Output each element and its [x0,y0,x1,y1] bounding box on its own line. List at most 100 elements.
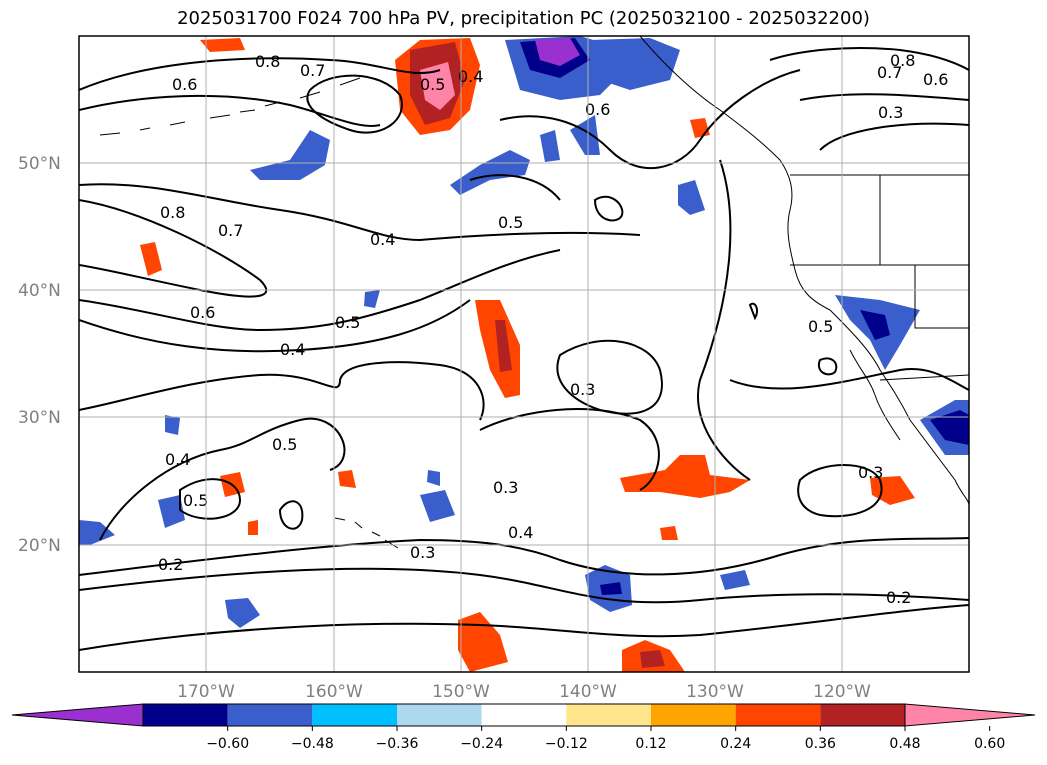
lon-label-130w: 130°W [686,682,744,702]
colorbar-extend-low [11,703,144,727]
pv-contour [556,339,663,415]
lon-label-170w: 170°W [177,682,235,702]
neg-anomaly-region [225,598,260,628]
colorbar-tick-label: −0.24 [460,736,503,752]
neg-anomaly-region [678,180,705,215]
contour-label: 0.4 [370,230,395,249]
pv-contour [79,567,969,604]
coastline-layer [99,36,969,549]
neg-anomaly-region [600,582,622,595]
contour-label: 0.3 [493,478,518,497]
neg-anomaly-region [535,38,580,66]
contour-label: 0.8 [890,51,915,70]
pv-contour [79,604,969,651]
colorbar-tick-label: 0.48 [889,736,920,752]
neg-anomaly-region [860,310,890,340]
contour-label: 0.4 [508,523,533,542]
pv-contour [729,368,969,391]
pv-contour [179,478,242,520]
contour-label: 0.6 [172,75,197,94]
pv-contour [79,537,969,576]
aleutian-islands [99,77,361,136]
neg-anomaly-region [590,38,680,90]
lon-label-160w: 160°W [305,682,363,702]
colorbar-segment [566,704,651,726]
state-border [914,265,969,329]
contour-label: 0.4 [165,450,190,469]
pv-contour [819,122,969,151]
map-panel: 0.8 0.7 0.6 0.5 0.4 0.8 0.7 0.6 0.5 0.4 … [79,36,969,672]
contour-label: 0.6 [585,100,610,119]
contour-label: 0.3 [878,103,903,122]
contour-label: 0.3 [858,463,883,482]
colorbar-segment [143,704,228,726]
neg-anomaly-region [450,150,530,195]
precip-fill-layer [79,36,969,672]
latitude-labels: 50°N 40°N 30°N 20°N [18,154,61,556]
pv-contour [99,417,346,541]
colorbar-tick-label: 0.36 [805,736,836,752]
pv-contour [697,159,751,481]
neg-anomaly-region [570,115,600,155]
contour-label: 0.6 [190,303,215,322]
map-title: 2025031700 F024 700 hPa PV, precipitatio… [177,8,870,29]
lat-label-40n: 40°N [18,281,61,301]
neg-anomaly-region [364,290,380,308]
us-mexico-border [879,374,969,381]
colorbar-tick-label: 0.24 [720,736,751,752]
contour-label: 0.5 [808,317,833,336]
colorbar-segment [651,704,736,726]
contour-label: 0.3 [570,380,595,399]
contour-label: 0.5 [272,435,297,454]
contour-label: 0.5 [335,313,360,332]
neg-anomaly-region [540,130,560,162]
neg-anomaly-region [165,415,180,435]
contour-label: 0.2 [158,555,183,574]
pos-anomaly-region [458,612,508,672]
lat-label-50n: 50°N [18,154,61,174]
contour-label: 0.2 [886,588,911,607]
baja-california [849,349,901,441]
pv-contour [278,500,304,530]
lat-label-30n: 30°N [18,408,61,428]
neg-anomaly-region [79,520,115,545]
neg-anomaly-region [420,490,455,522]
lon-label-150w: 150°W [432,682,490,702]
contour-label: 0.3 [410,543,435,562]
colorbar-outline [142,703,906,727]
colorbar-segment [227,704,313,726]
neg-anomaly-region [930,410,969,445]
pos-anomaly-region [200,38,245,52]
contour-label: 0.8 [255,52,280,71]
colorbar-segment [397,704,482,726]
neg-anomaly-region [720,570,750,590]
contour-label: 0.7 [877,63,902,82]
colorbar-tick-label: −0.60 [206,736,249,752]
north-america-coast [639,36,969,506]
lon-label-120w: 120°W [813,682,871,702]
pv-contour-labels: 0.8 0.7 0.6 0.5 0.4 0.8 0.7 0.6 0.5 0.4 … [158,51,948,607]
colorbar-tick-label: 0.60 [974,736,1005,752]
pv-contour [797,464,883,518]
pos-anomaly-region [248,520,258,535]
longitude-labels: 170°W 160°W 150°W 140°W 130°W 120°W [177,682,871,702]
pos-anomaly-region [620,455,750,498]
pv-contour [306,74,403,134]
colorbar-tick-label: −0.48 [291,736,334,752]
colorbar-tick-label: −0.12 [545,736,588,752]
pv-contour [469,174,561,201]
pv-contour [79,57,441,91]
lon-label-140w: 140°W [559,682,617,702]
pv-contour [79,94,381,127]
contour-label: 0.7 [218,221,243,240]
colorbar-tick-label: 0.12 [635,736,666,752]
pv-contour [79,199,268,298]
colorbar-segment [481,704,567,726]
pv-contour [748,302,759,321]
colorbar-segment [735,704,821,726]
contour-label: 0.8 [160,203,185,222]
pv-contour [79,183,641,242]
contour-label: 0.5 [420,75,445,94]
pos-anomaly-region [420,62,455,110]
